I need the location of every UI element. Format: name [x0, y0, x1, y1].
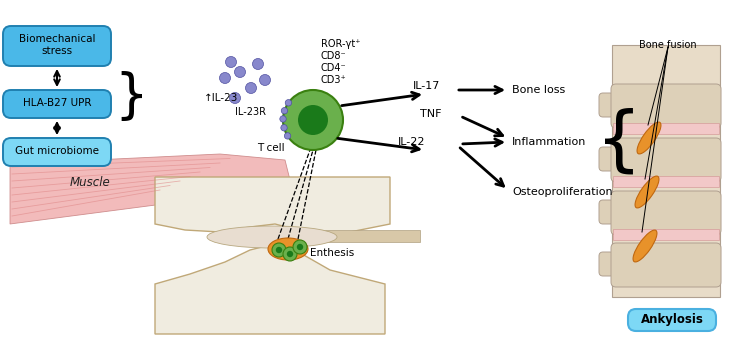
FancyBboxPatch shape [599, 252, 614, 276]
Text: CD3⁺: CD3⁺ [321, 75, 347, 85]
FancyBboxPatch shape [611, 138, 721, 182]
Bar [613, 123, 719, 134]
Circle shape [253, 58, 264, 69]
Text: Bone fusion: Bone fusion [639, 40, 697, 50]
Polygon shape [295, 230, 420, 242]
Circle shape [234, 66, 245, 78]
Ellipse shape [268, 238, 308, 260]
FancyBboxPatch shape [599, 147, 614, 171]
Text: IL-23R: IL-23R [235, 107, 267, 117]
Circle shape [259, 75, 270, 86]
Circle shape [226, 56, 237, 67]
Text: ↑IL-23: ↑IL-23 [204, 93, 238, 103]
Text: Enthesis: Enthesis [310, 248, 354, 258]
FancyBboxPatch shape [3, 26, 111, 66]
Text: TNF: TNF [420, 109, 442, 119]
Ellipse shape [207, 226, 337, 248]
Circle shape [276, 247, 282, 253]
Circle shape [284, 133, 291, 139]
Text: Osteoproliferation: Osteoproliferation [512, 187, 613, 197]
Circle shape [287, 251, 293, 257]
FancyBboxPatch shape [628, 309, 716, 331]
FancyBboxPatch shape [599, 93, 614, 117]
FancyBboxPatch shape [611, 84, 721, 128]
Text: IL-17: IL-17 [413, 81, 440, 91]
Circle shape [272, 243, 286, 257]
Circle shape [280, 116, 286, 122]
Text: CD8⁻: CD8⁻ [321, 51, 347, 61]
Circle shape [297, 244, 304, 250]
Circle shape [283, 90, 343, 150]
Ellipse shape [637, 122, 661, 154]
FancyBboxPatch shape [3, 138, 111, 166]
Bar [612, 45, 720, 297]
Circle shape [220, 73, 231, 83]
Circle shape [298, 105, 328, 135]
Text: Inflammation: Inflammation [512, 137, 587, 147]
Circle shape [282, 107, 287, 114]
Text: {: { [596, 107, 642, 176]
Circle shape [285, 100, 292, 106]
Text: Ankylosis: Ankylosis [641, 313, 703, 326]
Text: HLA-B27 UPR: HLA-B27 UPR [23, 98, 91, 108]
Circle shape [283, 247, 297, 261]
Text: Biomechanical
stress: Biomechanical stress [19, 34, 96, 56]
Text: IL-22: IL-22 [398, 137, 426, 147]
Text: CD4⁻: CD4⁻ [321, 63, 347, 73]
Text: Gut microbiome: Gut microbiome [15, 146, 99, 156]
Bar [613, 176, 719, 187]
FancyBboxPatch shape [599, 200, 614, 224]
Circle shape [245, 82, 257, 93]
Circle shape [293, 240, 307, 254]
Text: ROR-γt⁺: ROR-γt⁺ [321, 39, 360, 49]
FancyBboxPatch shape [611, 191, 721, 235]
Circle shape [229, 92, 240, 104]
Ellipse shape [633, 230, 657, 262]
Text: Bone loss: Bone loss [512, 85, 565, 95]
FancyBboxPatch shape [3, 90, 111, 118]
Circle shape [281, 124, 287, 131]
Polygon shape [10, 154, 290, 224]
Polygon shape [155, 245, 385, 334]
Text: Muscle: Muscle [70, 175, 110, 188]
Ellipse shape [635, 176, 659, 208]
Text: T cell: T cell [257, 143, 284, 153]
FancyBboxPatch shape [611, 243, 721, 287]
Bar [613, 229, 719, 240]
Text: }: } [114, 71, 148, 123]
Polygon shape [155, 177, 390, 234]
